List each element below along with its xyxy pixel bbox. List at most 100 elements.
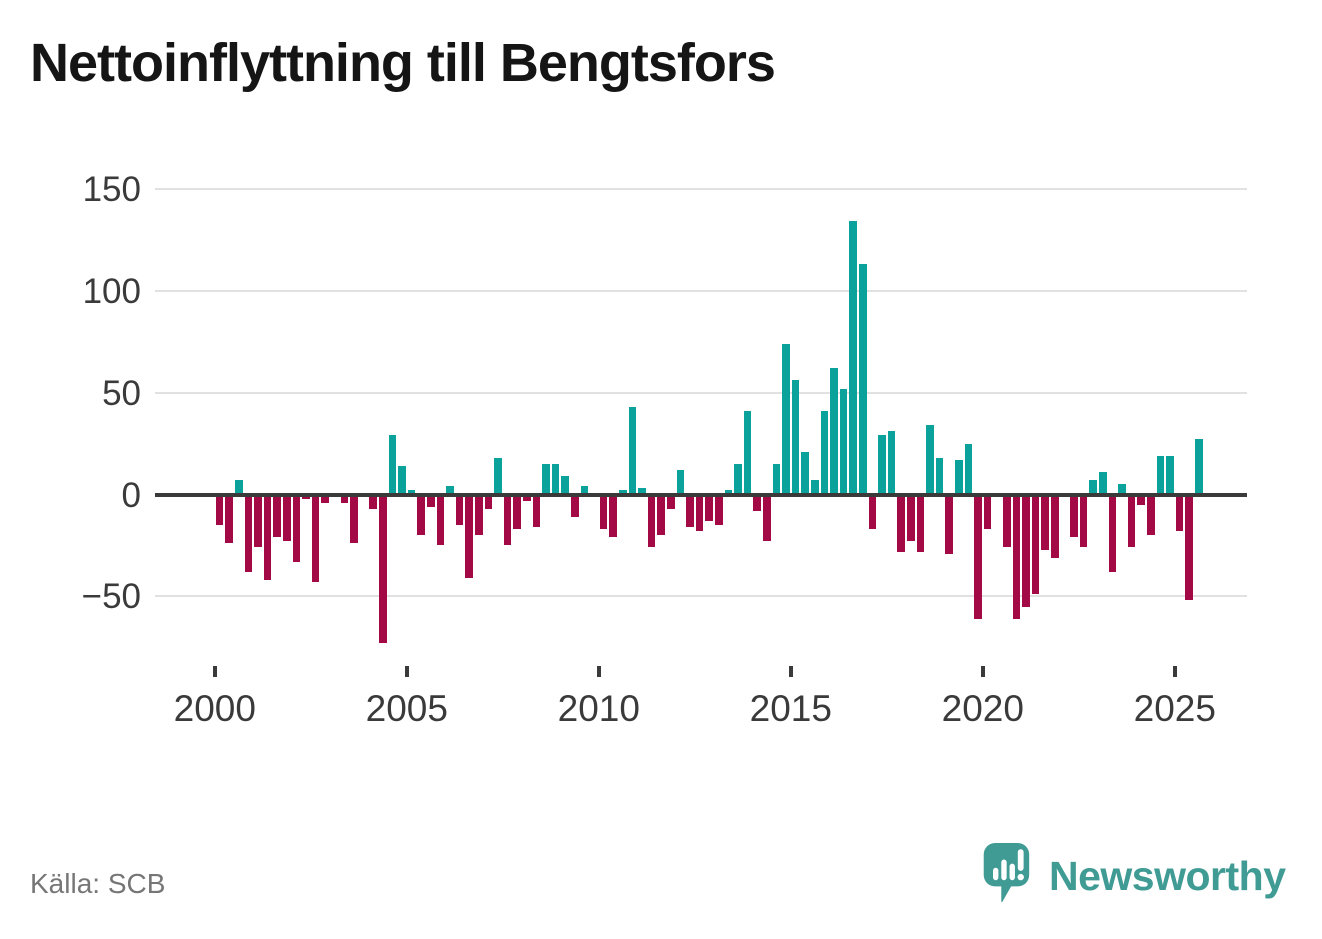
- bar-2004-q3: [388, 435, 397, 495]
- x-axis-tick-2015: [788, 666, 793, 677]
- bar-2000-q3: [235, 480, 243, 495]
- x-axis-tick-2010: [596, 666, 601, 677]
- bar-2017-q3: [887, 431, 896, 495]
- bar-2011-q2: [647, 494, 656, 548]
- bar-2010-q2: [609, 494, 617, 538]
- bar-2012-q4: [705, 494, 713, 521]
- bar-2001-q4: [283, 494, 291, 542]
- bar-2019-q1: [945, 494, 953, 554]
- bar-2001-q2: [263, 494, 272, 581]
- bar-2025-q1: [1175, 494, 1184, 532]
- bar-2007-q2: [494, 457, 502, 495]
- bar-2005-q3: [427, 494, 435, 507]
- bar-2024-q4: [1166, 455, 1174, 495]
- bar-2009-q2: [571, 494, 579, 517]
- bar-2018-q1: [907, 494, 915, 542]
- bar-2006-q2: [455, 494, 464, 526]
- bar-2008-q4: [551, 463, 560, 495]
- bar-2023-q1: [1099, 472, 1107, 495]
- bar-2014-q2: [763, 494, 771, 542]
- bar-2018-q2: [916, 494, 925, 552]
- gridline-100: [155, 289, 1247, 292]
- bar-2011-q4: [667, 494, 675, 509]
- bar-2009-q3: [580, 486, 589, 495]
- bar-2011-q3: [657, 494, 665, 536]
- bar-2015-q1: [791, 380, 800, 495]
- bar-2007-q4: [513, 494, 521, 530]
- bar-2001-q3: [273, 494, 281, 538]
- bar-2021-q4: [1051, 494, 1059, 558]
- y-axis-label-0: 0: [121, 475, 141, 515]
- bar-2014-q4: [782, 343, 790, 495]
- x-axis-label-2005: 2005: [365, 688, 448, 729]
- bar-2008-q1: [523, 494, 531, 501]
- y-axis-label-100: 100: [82, 271, 141, 311]
- source-attribution: Källa: SCB: [30, 868, 166, 899]
- bar-2004-q2: [379, 494, 387, 644]
- bar-2020-q3: [1003, 494, 1011, 548]
- gridline-150: [155, 187, 1247, 190]
- bar-2012-q2: [686, 494, 694, 528]
- bar-2024-q1: [1137, 494, 1145, 505]
- bar-2022-q3: [1079, 494, 1088, 548]
- bar-2010-q3: [619, 490, 627, 495]
- bar-2021-q3: [1041, 494, 1049, 550]
- x-axis-label-2025: 2025: [1133, 688, 1216, 729]
- gridline-50: [155, 391, 1247, 394]
- bar-2012-q3: [695, 494, 704, 532]
- bar-2003-q2: [340, 494, 349, 503]
- x-axis-label-2020: 2020: [941, 688, 1024, 729]
- bar-2013-q1: [715, 494, 723, 526]
- x-axis-tick-2025: [1172, 666, 1177, 677]
- bar-2010-q1: [599, 494, 608, 530]
- bar-2017-q1: [868, 494, 877, 530]
- bar-2004-q1: [369, 494, 377, 509]
- bar-2021-q1: [1022, 494, 1030, 607]
- brand-name: Newsworthy: [1049, 853, 1286, 899]
- bar-2018-q4: [935, 457, 944, 495]
- bar-2014-q3: [772, 463, 781, 495]
- bar-2016-q3: [849, 221, 857, 495]
- bar-2009-q1: [561, 476, 569, 495]
- x-axis-label-2010: 2010: [557, 688, 640, 729]
- bar-2015-q3: [811, 480, 819, 495]
- bar-2006-q3: [465, 494, 473, 579]
- y-axis-label--50: −50: [81, 577, 141, 617]
- bar-2007-q3: [503, 494, 512, 546]
- bar-2023-q2: [1108, 494, 1117, 572]
- bar-2005-q1: [407, 490, 416, 495]
- zero-axis-line: [155, 492, 1247, 497]
- x-axis-tick-2000: [212, 666, 217, 677]
- bar-2015-q2: [801, 451, 809, 495]
- bar-2005-q4: [436, 494, 445, 546]
- x-axis-tick-2020: [980, 666, 985, 677]
- bar-2022-q2: [1070, 494, 1078, 538]
- bar-2019-q2: [955, 459, 963, 495]
- bar-2021-q2: [1031, 494, 1040, 595]
- bar-2019-q3: [964, 443, 973, 495]
- bar-2016-q2: [839, 388, 848, 495]
- bar-2013-q4: [743, 410, 752, 495]
- y-axis-label-50: 50: [102, 373, 141, 413]
- x-axis-label-2000: 2000: [173, 688, 256, 729]
- bar-2020-q4: [1012, 494, 1021, 619]
- bar-2016-q1: [830, 368, 838, 495]
- bar-2004-q4: [398, 465, 406, 495]
- x-axis-tick-2005: [404, 666, 409, 677]
- bar-2020-q1: [983, 494, 992, 530]
- bar-2003-q3: [350, 494, 358, 544]
- chart-title: Nettoinflyttning till Bengtsfors: [30, 33, 776, 93]
- bar-2013-q2: [724, 490, 733, 495]
- bar-2008-q2: [532, 494, 541, 528]
- bar-2014-q1: [753, 494, 761, 511]
- bar-2025-q3: [1195, 439, 1203, 495]
- bar-2012-q1: [676, 470, 685, 495]
- bar-2016-q4: [859, 264, 867, 495]
- gridline--50: [155, 595, 1247, 598]
- bar-2015-q4: [820, 410, 829, 495]
- bar-2023-q3: [1118, 484, 1126, 495]
- bar-2005-q2: [417, 494, 425, 536]
- y-axis-label-150: 150: [82, 169, 141, 209]
- bar-2024-q3: [1156, 455, 1165, 495]
